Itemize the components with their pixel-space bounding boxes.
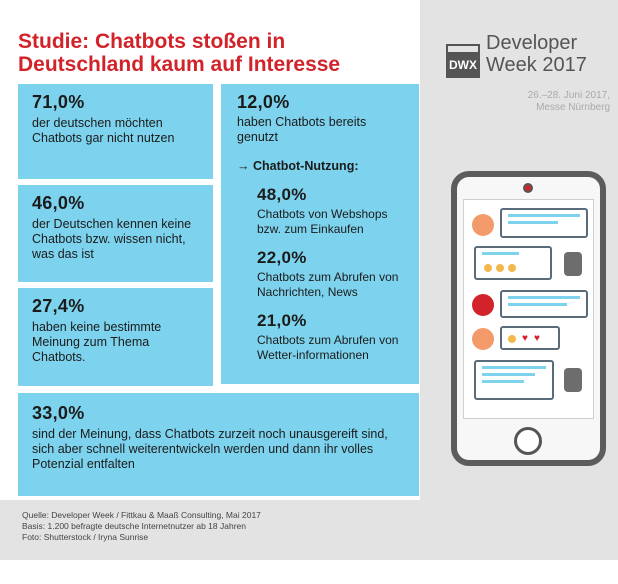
usage-item-news: 22,0% Chatbots zum Abrufen von Nachricht… [257,248,403,299]
logo-frame [446,44,480,52]
background-panel-bottom [0,500,618,560]
home-button-icon [514,427,542,455]
usage-text: Chatbots von Webshops bzw. zum Einkaufen [257,207,388,236]
camera-icon [523,183,533,193]
emoji-icon [484,264,492,272]
usage-item-weather: 21,0% Chatbots zum Abrufen von Wetter-in… [257,311,403,362]
chat-bubble-icon [500,290,588,318]
stat-text: haben Chatbots bereits genutzt [237,115,367,144]
emoji-icon [508,264,516,272]
chat-bubble-icon: ♥ ♥ [500,326,560,350]
phone-screen: ♥ ♥ [463,199,594,419]
usage-item-webshops: 48,0% Chatbots von Webshops bzw. zum Ein… [257,185,403,236]
phone-illustration: ♥ ♥ [451,171,606,466]
stat-text: der Deutschen kennen keine Chatbots bzw.… [32,217,192,261]
robot-icon [564,368,582,392]
usage-text: Chatbots zum Abrufen von Wetter-informat… [257,333,399,362]
stat-percent: 46,0% [32,193,85,213]
title-line-1: Studie: Chatbots stoßen in [18,30,286,53]
usage-percent: 48,0% [257,185,307,204]
event-venue: Messe Nürnberg [536,102,610,113]
avatar-icon [472,294,494,316]
source-note: Quelle: Developer Week / Fittkau & Maaß … [22,510,261,543]
event-date: 26.–28. Juni 2017, [527,90,610,101]
usage-percent: 21,0% [257,311,307,330]
logo-name: Developer Week 2017 [486,32,587,76]
page-title: Studie: Chatbots stoßen in Deutschland k… [18,30,398,76]
title-line-2: Deutschland kaum auf Interesse [18,53,341,76]
emoji-icon [508,335,516,343]
logo-badge: DWX [446,52,480,78]
stat-text: sind der Meinung, dass Chatbots zurzeit … [32,427,388,471]
stat-percent: 33,0% [32,403,85,423]
emoji-icon [496,264,504,272]
stat-text: haben keine bestimmte Meinung zum Thema … [32,320,162,364]
stat-box-71: 71,0% der deutschen möchten Chatbots gar… [18,84,213,179]
avatar-icon [472,328,494,350]
stat-box-12: 12,0% haben Chatbots bereits genutzt → C… [221,84,419,384]
chat-bubble-icon [474,360,554,400]
usage-percent: 22,0% [257,248,307,267]
usage-heading: → Chatbot-Nutzung: [237,159,359,173]
avatar-icon [472,214,494,236]
logo-name-line-1: Developer [486,32,578,54]
photo-credit: Foto: Shutterstock / Iryna Sunrise [22,532,149,542]
heart-icon: ♥ [522,333,528,344]
usage-text: Chatbots zum Abrufen von Nachrichten, Ne… [257,270,399,299]
stat-percent: 12,0% [237,92,290,112]
developer-week-logo: DWX Developer Week 2017 [446,32,606,82]
stat-box-33: 33,0% sind der Meinung, dass Chatbots zu… [18,393,419,496]
basis-line: Basis: 1.200 befragte deutsche Internetn… [22,521,246,531]
heart-icon: ♥ [534,333,540,344]
robot-icon [564,252,582,276]
stat-text: der deutschen möchten Chatbots gar nicht… [32,116,175,145]
chat-bubble-icon [474,246,552,280]
stat-box-27: 27,4% haben keine bestimmte Meinung zum … [18,288,213,386]
source-line: Quelle: Developer Week / Fittkau & Maaß … [22,510,261,520]
event-info: 26.–28. Juni 2017, Messe Nürnberg [470,90,610,114]
stat-percent: 71,0% [32,92,85,112]
logo-name-line-2: Week 2017 [486,54,587,76]
stat-box-46: 46,0% der Deutschen kennen keine Chatbot… [18,185,213,282]
stat-percent: 27,4% [32,296,85,316]
chat-bubble-icon [500,208,588,238]
